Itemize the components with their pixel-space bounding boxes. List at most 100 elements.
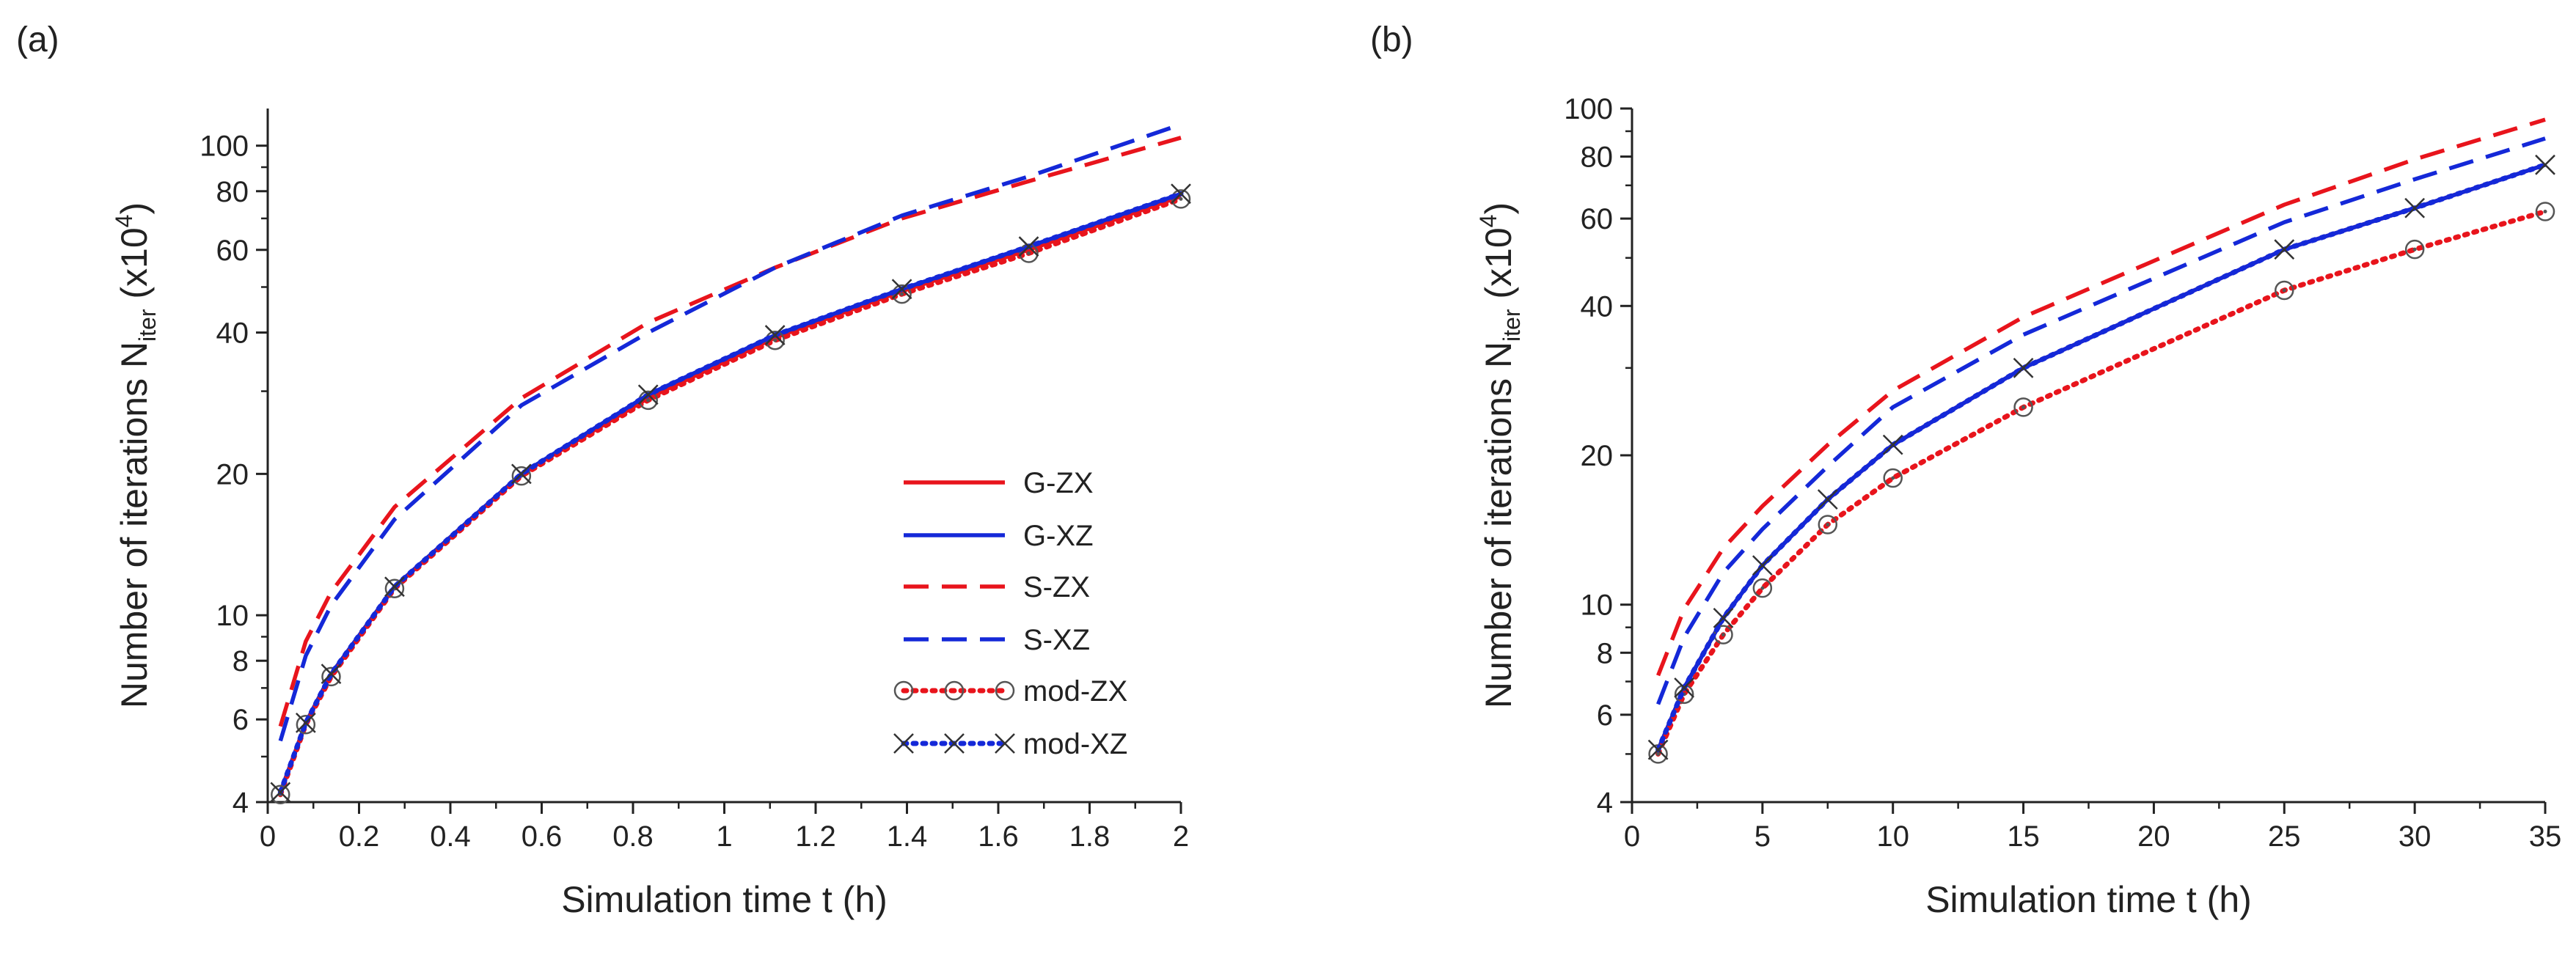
y-axis-title-main: Number of iterations N [114, 342, 155, 708]
y-tick-label: 4 [233, 787, 249, 819]
legend-marker-x [944, 733, 965, 754]
y-tick-label: 40 [216, 317, 249, 350]
marker-dot-mod-zx [773, 338, 777, 342]
marker-circle-mod-zx [511, 466, 532, 486]
marker-circle-mod-zx [296, 715, 316, 735]
y-tick-label: 20 [216, 458, 249, 490]
marker-dot-mod-zx [1179, 196, 1183, 201]
panel-label-a: (a) [16, 21, 59, 59]
y-tick-label: 20 [1581, 440, 1614, 472]
marker-x-mod-xz [1713, 608, 1734, 628]
x-tick-label: 1 [716, 820, 732, 853]
x-tick-label: 5 [1754, 820, 1771, 853]
marker-dot-mod-zx [1656, 752, 1661, 756]
marker-x-mod-xz [1171, 183, 1191, 205]
marker-x-mod-xz [1882, 434, 1903, 455]
series-line-s-zx [1656, 117, 2546, 677]
marker-dot-mod-zx [2282, 288, 2286, 293]
series-line-s-zx [278, 136, 1182, 727]
y-tick-label: 10 [216, 600, 249, 632]
x-tick-label: 0.8 [612, 820, 654, 853]
marker-x-mod-xz [2404, 197, 2426, 218]
y-tick-label: 60 [1581, 203, 1614, 235]
y-axis-title: Number of iterations Niter (x104) [1475, 202, 1525, 708]
marker-x-mod-xz [2274, 239, 2295, 260]
x-tick-label: 0.2 [339, 820, 380, 853]
x-tick-label: 20 [2137, 820, 2170, 853]
y-axis-title: Number of iterations Niter (x104) [111, 202, 161, 708]
x-tick-label: 0 [260, 820, 276, 853]
series-line-s-xz [278, 122, 1182, 742]
marker-x-mod-xz [891, 279, 912, 300]
x-tick-label: 1.2 [795, 820, 836, 853]
marker-dot-mod-zx [1721, 633, 1725, 637]
y-tick-label: 6 [1597, 699, 1613, 732]
marker-x-mod-xz [2535, 154, 2555, 175]
marker-x-mod-xz [384, 576, 405, 598]
marker-circle-mod-zx [321, 666, 341, 687]
x-tick-label: 0.6 [522, 820, 563, 853]
series-line-s-xz [1656, 136, 2546, 705]
y-tick-label: 8 [1597, 637, 1613, 669]
x-tick-label: 1.6 [978, 820, 1019, 853]
legend-marker-circle [893, 680, 914, 701]
x-tick-label: 2 [1173, 820, 1189, 853]
marker-dot-mod-zx [900, 292, 904, 296]
x-tick-label: 25 [2268, 820, 2301, 853]
marker-x-mod-xz [1817, 489, 1838, 510]
series-line-mod-xz [277, 191, 1184, 795]
legend-marker-circle [944, 680, 965, 701]
legend-label-mod-xz: mod-XZ [1023, 728, 1127, 760]
marker-dot-mod-zx [1760, 586, 1765, 590]
marker-circle-mod-zx [2275, 280, 2294, 301]
y-axis-title-main: Number of iterations N [1478, 342, 1519, 708]
marker-dot-mod-zx [1891, 476, 1895, 480]
marker-x-mod-xz [1752, 555, 1773, 576]
marker-circle-mod-zx [2404, 239, 2425, 260]
marker-x-mod-xz [270, 782, 291, 803]
marker-circle-mod-zx [384, 578, 405, 598]
y-axis-title-close: ) [114, 202, 155, 215]
y-tick-label: 10 [1581, 589, 1614, 622]
marker-x-mod-xz [295, 713, 316, 733]
x-tick-label: 1.8 [1069, 820, 1110, 853]
y-axis-title-superscript: 4 [111, 215, 137, 228]
x-tick-label: 30 [2398, 820, 2432, 853]
marker-x-mod-xz [1674, 677, 1695, 698]
marker-dot-mod-zx [2021, 405, 2026, 409]
legend-marker-circle [995, 680, 1015, 701]
legend-label-g-xz: G-XZ [1023, 520, 1094, 552]
x-tick-label: 35 [2529, 820, 2562, 853]
x-axis-title: Simulation time t (h) [1925, 879, 2252, 920]
marker-circle-mod-zx [1752, 578, 1773, 598]
series-line-mod-xz [1655, 162, 2548, 753]
y-axis-title-unit: (x10 [114, 227, 155, 309]
marker-x-mod-xz [1018, 236, 1039, 257]
marker-x-mod-xz [764, 325, 786, 345]
marker-x-mod-xz [637, 384, 659, 405]
marker-circle-mod-zx [2535, 202, 2555, 221]
y-axis-title-subscript: iter [1499, 309, 1525, 342]
y-tick-label: 100 [1564, 93, 1613, 125]
y-axis-title-superscript: 4 [1475, 215, 1501, 228]
chart-panel-b: 0 5 10 15 20 25 30 35 4 6 8 10 20 40 60 80 100 Simulation… [1475, 93, 2561, 920]
y-tick-label: 100 [200, 131, 249, 163]
x-tick-label: 1.4 [887, 820, 928, 853]
x-tick-label: 15 [2007, 820, 2040, 853]
marker-circle-mod-zx [1883, 468, 1903, 488]
y-axis-title-unit: (x10 [1478, 227, 1519, 309]
series-line-mod-zx [1655, 209, 2548, 757]
marker-dot-mod-zx [1027, 251, 1031, 255]
chart-panel-a: 0 0.2 0.4 0.6 0.8 1 1.2 1.4 1.6 1.8 2 4 6 8 10 20 40 60 80… [111, 109, 1191, 920]
marker-x-mod-xz [1647, 739, 1669, 760]
y-tick-label: 80 [1581, 142, 1614, 174]
y-axis-title-subscript: iter [134, 309, 161, 342]
legend-marker-x [893, 733, 914, 754]
marker-dot-mod-zx [1826, 523, 1830, 527]
series-line-mod-zx [277, 196, 1184, 798]
y-axis-title-close: ) [1478, 202, 1519, 215]
legend-label-mod-zx: mod-ZX [1023, 675, 1127, 708]
marker-x-mod-xz [2013, 357, 2034, 378]
panel-label-b: (b) [1370, 21, 1413, 59]
